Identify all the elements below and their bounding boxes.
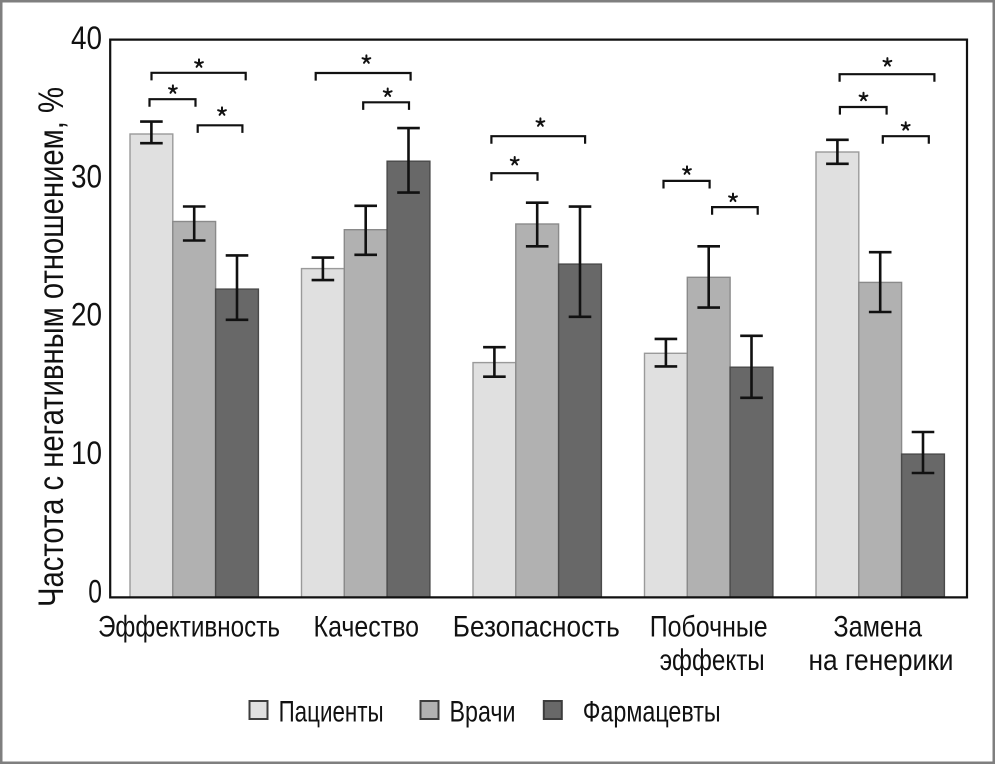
svg-text:Фармацевты: Фармацевты bbox=[583, 696, 721, 729]
svg-text:Качество: Качество bbox=[314, 610, 420, 643]
svg-text:на генерики: на генерики bbox=[809, 644, 954, 677]
svg-text:эффекты: эффекты bbox=[660, 644, 765, 677]
svg-text:30: 30 bbox=[71, 158, 102, 194]
svg-text:10: 10 bbox=[71, 435, 102, 471]
svg-text:Замена: Замена bbox=[833, 611, 922, 644]
svg-text:Пациенты: Пациенты bbox=[279, 696, 384, 729]
svg-text:20: 20 bbox=[71, 297, 102, 333]
svg-text:0: 0 bbox=[88, 573, 102, 609]
svg-text:40: 40 bbox=[71, 20, 102, 56]
svg-text:Побочные: Побочные bbox=[650, 611, 768, 644]
svg-text:Частота с негативным отношение: Частота с негативным отношением, % bbox=[32, 87, 71, 607]
svg-text:Безопасность: Безопасность bbox=[453, 610, 620, 643]
svg-text:Врачи: Врачи bbox=[450, 696, 516, 729]
svg-text:Эффективность: Эффективность bbox=[98, 610, 280, 643]
